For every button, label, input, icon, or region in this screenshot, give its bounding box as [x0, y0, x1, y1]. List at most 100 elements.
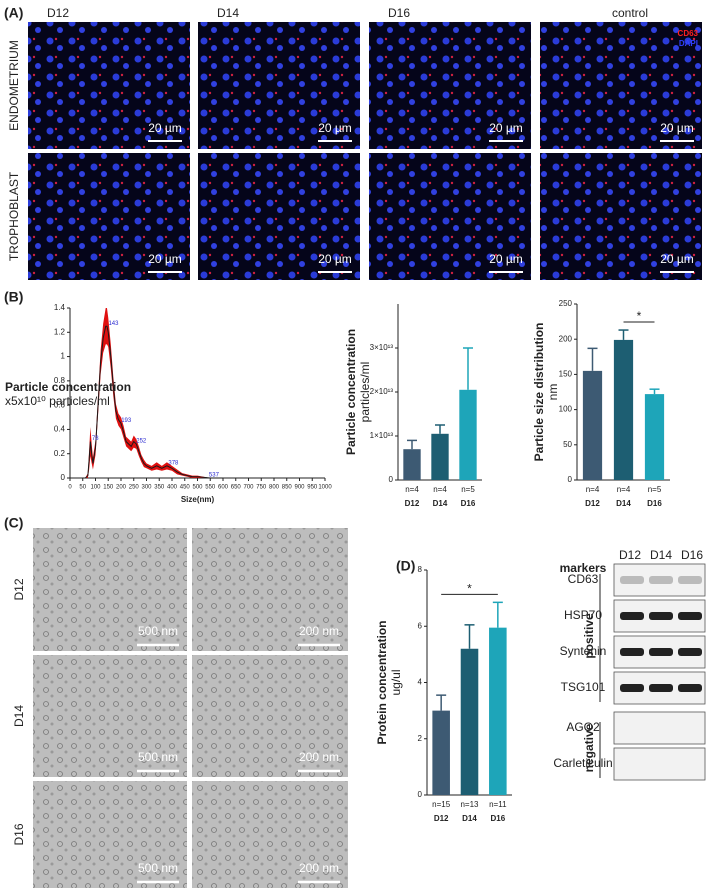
peak-label: 378 [168, 460, 179, 466]
tem-image [192, 655, 348, 777]
peak-label: 537 [209, 473, 220, 479]
scale-bar-label: 200 nm [299, 750, 339, 764]
marker-label: HSP70 [564, 608, 602, 622]
significance-label: * [467, 582, 472, 596]
y-axis-label: ug/ul [389, 669, 403, 695]
blot-band [620, 612, 644, 620]
x-tick-label: 750 [256, 485, 267, 491]
tem-image [33, 528, 187, 651]
x-tick-label: D16 [461, 499, 476, 508]
tem-image [33, 655, 187, 777]
y-tick-label: 100 [559, 405, 573, 414]
marker-label: Carleticulin [553, 756, 612, 770]
x-tick-label: 150 [103, 485, 114, 491]
x-tick-label: 50 [79, 485, 86, 491]
panel-label: (C) [4, 515, 23, 531]
x-tick-label: 350 [154, 485, 165, 491]
n-label: n=4 [433, 485, 447, 494]
blot-band [649, 648, 673, 656]
group-label: positive [582, 613, 596, 659]
y-tick-label: 1 [61, 352, 66, 361]
y-tick-label: 200 [559, 334, 573, 343]
column-header: D12 [47, 6, 69, 20]
blot-band [620, 576, 644, 584]
x-tick-label: 800 [269, 485, 280, 491]
y-tick-label: 2 [418, 734, 423, 743]
x-tick-label: D16 [647, 499, 662, 508]
y-tick-label: 0.2 [54, 449, 66, 458]
y-tick-label: 0.6 [54, 400, 66, 409]
x-tick-label: D12 [585, 499, 600, 508]
y-axis-label: x5x10¹⁰ particles/ml [5, 394, 110, 408]
y-tick-label: 0.8 [54, 376, 66, 385]
blot-strip [613, 711, 706, 745]
panel-label: (B) [4, 289, 23, 305]
scale-bar-label: 200 nm [299, 624, 339, 638]
legend-entry: DAPI [679, 39, 698, 48]
scale-bar-label: 500 nm [138, 861, 178, 875]
tem-image [192, 781, 348, 888]
row-label: D14 [12, 705, 26, 727]
n-label: n=5 [461, 485, 475, 494]
x-tick-label: 400 [167, 485, 178, 491]
blot-band [649, 612, 673, 620]
y-tick-label: 150 [559, 370, 573, 379]
y-tick-label: 0 [568, 475, 573, 484]
scale-bar-label: 200 nm [299, 861, 339, 875]
scale-bar-label: 20 µm [660, 121, 694, 135]
x-tick-label: D14 [462, 814, 477, 823]
x-tick-label: 300 [141, 485, 152, 491]
bar [432, 710, 450, 795]
lane-label: D16 [681, 548, 703, 562]
bar [460, 648, 479, 795]
y-tick-label: 4 [418, 678, 423, 687]
y-tick-label: 0.4 [54, 425, 66, 434]
y-tick-label: 0 [389, 475, 394, 484]
x-tick-label: 550 [205, 485, 216, 491]
mean-line [82, 325, 223, 479]
x-tick-label: 600 [218, 485, 229, 491]
scale-bar-label: 20 µm [660, 252, 694, 266]
x-tick-label: 100 [90, 485, 101, 491]
x-tick-label: D12 [434, 814, 449, 823]
peak-label: 252 [136, 439, 147, 445]
blot-band [678, 612, 702, 620]
x-tick-label: D14 [433, 499, 448, 508]
scale-bar-label: 20 µm [489, 121, 523, 135]
marker-label: CD63 [568, 572, 599, 586]
x-tick-label: 500 [192, 485, 203, 491]
y-tick-label: 0 [418, 790, 423, 799]
bar [644, 394, 665, 480]
chart-title: Particle concentration [5, 380, 131, 394]
n-label: n=13 [460, 800, 479, 809]
scale-bar-label: 20 µm [318, 252, 352, 266]
bar [403, 449, 421, 480]
x-tick-label: D16 [490, 814, 505, 823]
panel-label: (D) [396, 558, 415, 574]
y-axis-label: nm [546, 384, 560, 401]
y-tick-label: 0 [61, 473, 66, 482]
x-tick-label: D14 [616, 499, 631, 508]
legend-entry: CD63 [678, 29, 699, 38]
x-axis-label: Size(nm) [181, 495, 215, 504]
y-tick-label: 250 [559, 299, 573, 308]
x-tick-label: 650 [231, 485, 242, 491]
micrograph [28, 153, 190, 280]
bar [582, 370, 603, 480]
n-label: n=15 [432, 800, 451, 809]
bar [431, 433, 449, 480]
row-label: TROPHOBLAST [7, 171, 21, 261]
scale-bar-label: 20 µm [148, 252, 182, 266]
row-label: D16 [12, 823, 26, 845]
chart-title: Particle concentration [344, 329, 358, 455]
peak-label: 143 [108, 321, 119, 327]
blot-header: markers [560, 561, 607, 575]
y-tick-label: 50 [563, 440, 572, 449]
panel-label: (A) [4, 5, 23, 21]
x-tick-label: 1000 [318, 485, 332, 491]
peak-label: 78 [92, 436, 99, 442]
micrograph [540, 22, 702, 149]
x-tick-label: 950 [307, 485, 318, 491]
micrograph [369, 153, 531, 280]
